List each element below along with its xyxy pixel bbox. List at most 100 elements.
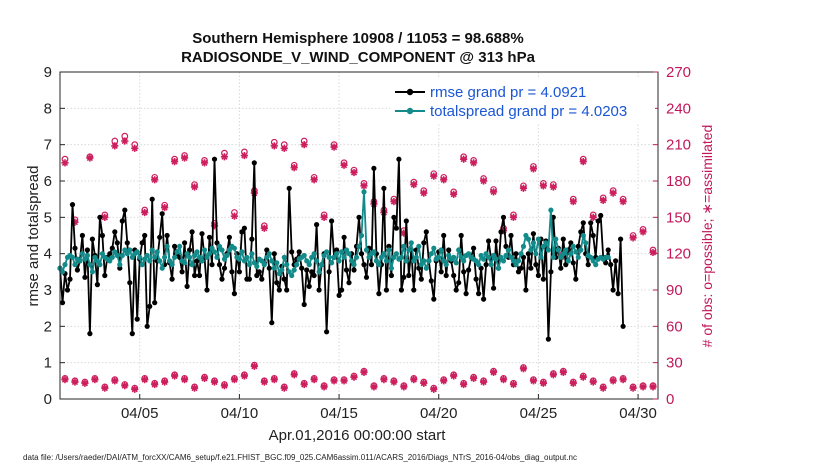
series-point-rmse [363,274,370,280]
series-point-totalspread [580,232,586,239]
series-point-rmse [182,240,188,246]
series-point-totalspread [456,247,462,253]
series-point-totalspread [189,262,195,268]
series-point-rmse [134,316,140,322]
series-point-totalspread [500,258,507,264]
series-point-totalspread [326,254,332,260]
series-point-totalspread [473,258,479,264]
series-point-rmse [540,276,547,282]
series-point-totalspread [139,262,145,268]
series-point-rmse [226,234,232,240]
obs-assimilated-marker [420,189,428,197]
series-point-totalspread [418,262,424,268]
series-point-rmse [286,185,292,191]
series-point-rmse [358,251,365,257]
series-point-totalspread [127,247,133,253]
obs-assimilated-marker [350,373,358,381]
series-point-totalspread [284,262,290,268]
series-point-rmse [306,283,312,289]
series-point-rmse [570,260,576,266]
series-point-totalspread [421,258,427,264]
series-point-totalspread [381,251,387,257]
series-point-totalspread [565,258,571,264]
series-point-totalspread [187,254,193,260]
series-point-rmse [620,323,626,329]
series-point-rmse [471,245,477,251]
series-point-rmse [196,272,203,279]
series-point-rmse [314,222,320,228]
series-point-totalspread [274,260,280,266]
series-point-rmse [585,262,591,268]
series-point-totalspread [550,254,556,260]
series-point-rmse [311,272,317,279]
series-point-rmse [219,276,225,282]
obs-assimilated-marker [111,142,119,150]
obs-assimilated-marker [519,184,528,192]
series-point-totalspread [361,189,367,195]
obs-assimilated-marker [509,380,518,389]
series-point-rmse [164,232,170,239]
series-point-totalspread [555,247,561,253]
series-point-rmse [271,251,277,257]
series-point-totalspread [224,252,230,259]
legend: rmse grand pr = 4.0921 totalspread grand… [390,78,655,124]
series-point-totalspread [311,251,317,257]
y-tick-label: 9 [44,64,52,81]
series-point-totalspread [214,254,220,260]
obs-assimilated-marker [200,159,209,167]
series-point-totalspread [306,262,312,268]
series-point-rmse [216,262,223,268]
series-point-totalspread [152,254,158,260]
obs-assimilated-marker [200,374,209,383]
series-point-rmse [296,249,302,255]
series-point-totalspread [147,258,153,264]
y-right-tick-label: 30 [666,355,683,372]
series-point-rmse [441,232,447,239]
series-point-rmse [548,269,554,275]
series-point-rmse [598,212,604,219]
series-point-totalspread [518,251,524,257]
series-point-totalspread [314,258,320,264]
obs-assimilated-marker [649,383,657,391]
obs-assimilated-marker [300,380,308,389]
series-point-totalspread [520,243,527,249]
series-point-totalspread [563,247,569,253]
series-point-totalspread [259,258,265,264]
series-point-totalspread [304,258,310,264]
series-point-totalspread [543,240,549,246]
series-point-rmse [513,251,519,257]
series-point-rmse [229,269,235,275]
obs-assimilated-marker [240,372,248,380]
series-point-rmse [558,265,564,271]
series-point-rmse [72,245,78,251]
obs-assimilated-marker [320,383,328,391]
obs-assimilated-marker [270,142,278,150]
series-point-rmse [269,320,275,326]
series-point-totalspread [461,258,467,264]
legend-marker-totalspread [406,107,414,115]
series-point-totalspread [358,232,365,239]
series-point-totalspread [291,267,297,273]
obs-assimilated-marker [61,159,69,167]
obs-assimilated-marker [290,164,298,172]
x-tick-label: 04/15 [320,405,358,422]
series-point-totalspread [301,252,307,259]
series-point-totalspread [535,236,542,242]
series-point-totalspread [441,258,447,264]
series-point-rmse [605,247,611,253]
x-tick-label: 04/05 [121,405,159,422]
series-point-rmse [102,272,108,279]
series-point-totalspread [575,254,581,260]
x-tick-label: 04/30 [619,405,657,422]
obs-assimilated-marker [230,212,239,220]
series-point-rmse [309,269,315,275]
obs-assimilated-marker [400,383,408,391]
obs-assimilated-marker [161,204,169,212]
series-point-rmse [346,280,352,286]
x-tick-label: 04/10 [221,405,259,422]
obs-assimilated-marker [210,378,219,386]
series-point-totalspread [324,249,330,255]
series-point-rmse [595,218,601,224]
obs-assimilated-marker [390,197,398,206]
obs-assimilated-marker [509,213,518,221]
